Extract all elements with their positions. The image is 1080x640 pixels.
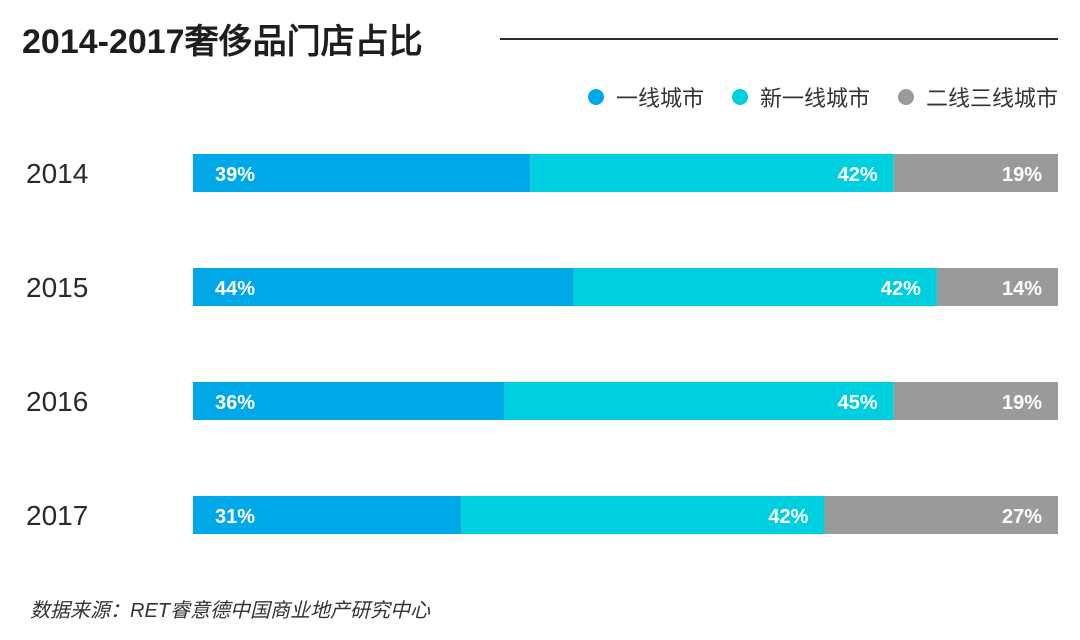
legend-label-tier1: 一线城市 [615, 86, 704, 111]
legend-swatch-tier1 [587, 89, 604, 105]
title-divider [500, 38, 1058, 40]
bar-row-2015: 2015 44% 42% 14% [26, 268, 1058, 306]
legend-label-new-tier1: 新一线城市 [759, 86, 870, 111]
data-source-note: 数据来源：RET睿意德中国商业地产研究中心 [30, 600, 430, 622]
bar-segment-2017-s0 [193, 496, 462, 534]
data-label-2017-s1: 42% [768, 506, 808, 528]
bar-segment-2017-s2 [824, 496, 1058, 534]
legend: 一线城市 新一线城市 二线三线城市 [587, 81, 1058, 113]
bar-segment-2014-s1 [530, 154, 894, 192]
legend-item-new-tier1: 新一线城市 [731, 81, 870, 113]
data-label-2015-s2: 14% [1002, 278, 1042, 300]
data-label-2014-s0: 39% [215, 164, 255, 186]
data-label-2016-s2: 19% [1002, 392, 1042, 414]
bar-row-2014: 2014 39% 42% 19% [26, 154, 1058, 192]
bar-segment-2016-s1 [504, 382, 894, 420]
data-label-2016-s0: 36% [215, 392, 255, 414]
bar-row-2016: 2016 36% 45% 19% [26, 382, 1058, 420]
legend-swatch-new-tier1 [731, 89, 748, 105]
legend-label-tier2-3: 二线三线城市 [925, 86, 1058, 111]
legend-swatch-tier2-3 [897, 89, 914, 105]
bar-segment-2015-s2 [936, 268, 1058, 306]
chart-title: 2014-2017奢侈品门店占比 [22, 23, 423, 61]
category-label-2017: 2017 [26, 500, 88, 531]
data-label-2017-s2: 27% [1002, 506, 1042, 528]
category-label-2014: 2014 [26, 158, 88, 189]
bar-segment-2015-s0 [193, 268, 574, 306]
data-label-2015-s0: 44% [215, 278, 255, 300]
data-label-2015-s1: 42% [881, 278, 921, 300]
legend-item-tier1: 一线城市 [587, 81, 704, 113]
data-label-2014-s2: 19% [1002, 164, 1042, 186]
bar-segment-2014-s0 [193, 154, 531, 192]
category-label-2016: 2016 [26, 386, 88, 417]
bar-segment-2015-s1 [573, 268, 937, 306]
data-label-2017-s0: 31% [215, 506, 255, 528]
bar-row-2017: 2017 31% 42% 27% [26, 496, 1058, 534]
legend-item-tier2-3: 二线三线城市 [897, 81, 1058, 113]
bar-segment-2016-s2 [893, 382, 1058, 420]
bar-segment-2014-s2 [893, 154, 1058, 192]
data-label-2016-s1: 45% [838, 392, 878, 414]
bar-segment-2016-s0 [193, 382, 505, 420]
bar-segment-2017-s1 [461, 496, 825, 534]
category-label-2015: 2015 [26, 272, 88, 303]
data-label-2014-s1: 42% [838, 164, 878, 186]
